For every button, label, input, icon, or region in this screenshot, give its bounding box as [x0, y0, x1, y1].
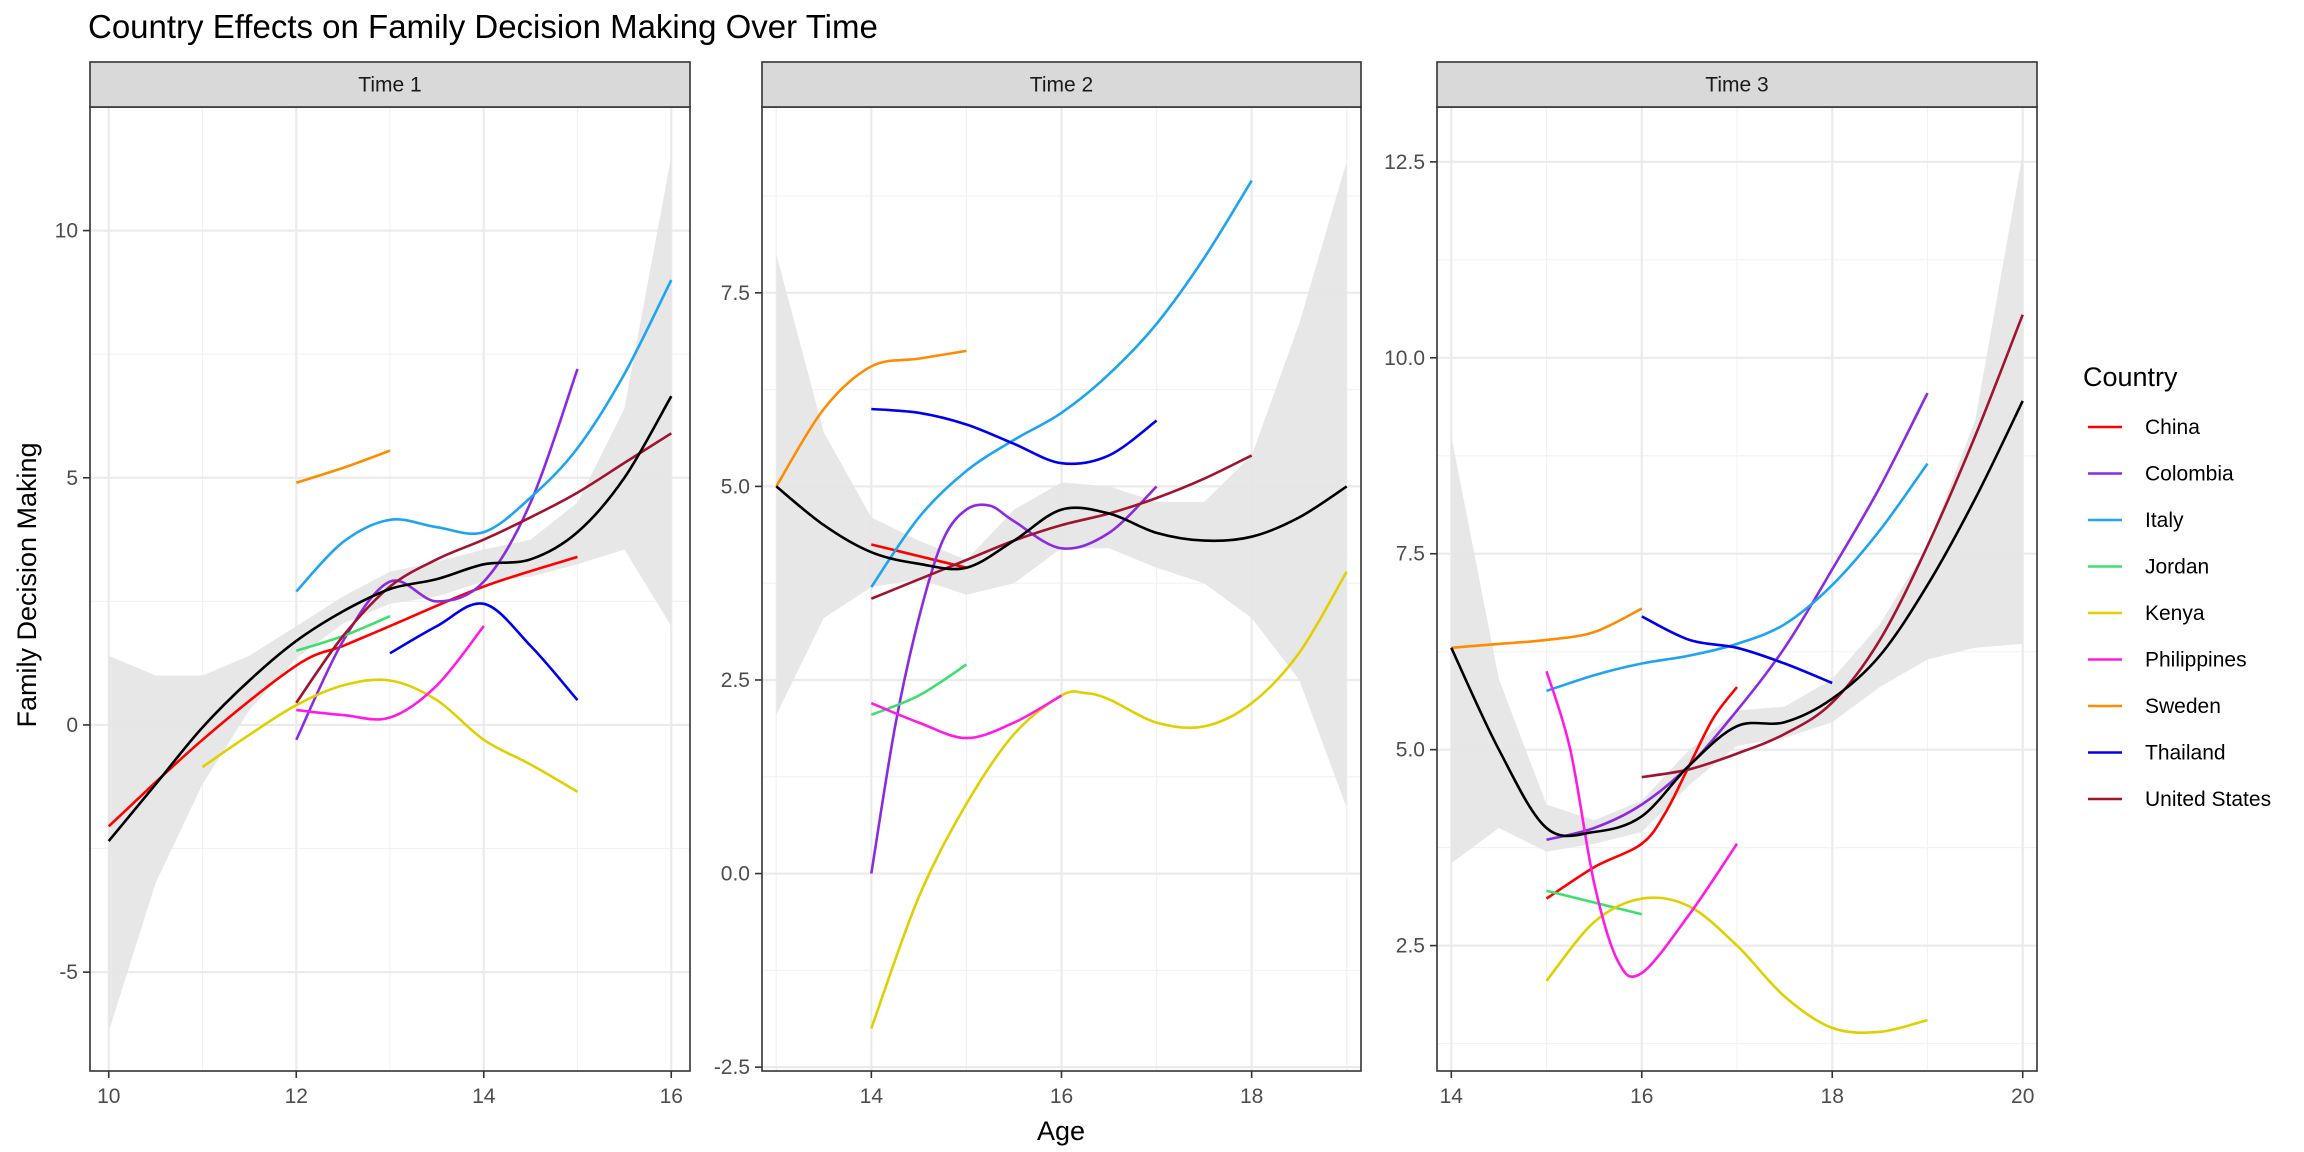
facet-strip	[761, 61, 1362, 108]
legend-item-jordan: Jordan	[2088, 556, 2209, 579]
facet-strip	[1436, 61, 2038, 108]
legend-label-colombia: Colombia	[2145, 463, 2234, 486]
series-line-jordan	[870, 663, 968, 717]
series-line-united-states	[1641, 314, 2024, 779]
panel-3: Time 3 14 16 18 20 2.5 5.0 7.5 10.0 12.5	[1384, 61, 2038, 1108]
series-line-thailand	[389, 602, 579, 702]
series-line-united-states	[870, 454, 1253, 600]
series-line-philippines	[870, 694, 1063, 740]
panel-1: Time 1 10 12 14 16 -5 0 5 10	[55, 61, 691, 1108]
x-tick-label: 14	[472, 1085, 496, 1108]
legend-item-sweden: Sweden	[2088, 695, 2221, 718]
legend-label-jordan: Jordan	[2145, 556, 2209, 579]
series-line-jordan	[1546, 889, 1643, 916]
y-tick-label: 7.5	[1396, 543, 1425, 566]
series-line-colombia	[295, 368, 579, 741]
series-line-thailand	[1641, 615, 1833, 685]
x-tick-label: 14	[860, 1085, 884, 1108]
y-tick-label: -5	[59, 961, 78, 984]
legend-title: Country	[2083, 362, 2178, 392]
chart-title: Country Effects on Family Decision Makin…	[88, 8, 878, 45]
y-tick-label: 5.0	[1396, 739, 1425, 762]
y-tick-label: 0	[66, 714, 78, 737]
series-line-kenya	[201, 678, 579, 793]
series-line-colombia	[870, 485, 1158, 874]
series-line-thailand	[871, 407, 1158, 466]
legend-item-china: China	[2088, 416, 2200, 439]
legend-label-united-states: United States	[2145, 788, 2271, 811]
x-axis-title: Age	[1037, 1116, 1085, 1146]
x-tick-label: 10	[97, 1085, 120, 1108]
y-tick-label: 0.0	[721, 863, 750, 886]
y-tick-label: 5.0	[721, 475, 750, 498]
facet-strip-label: Time 3	[1705, 74, 1768, 97]
panel-2: Time 2 14 16 18 -2.5 0.0 2.5 5.0 7.5	[714, 61, 1362, 1108]
series-line-sweden	[775, 349, 967, 488]
x-tick-label: 14	[1440, 1085, 1464, 1108]
legend: Country China Colombia Italy Jordan Kenya Phi…	[2083, 362, 2271, 811]
series-line-china	[1545, 686, 1739, 900]
x-tick-label: 16	[1630, 1085, 1653, 1108]
series-line-philippines	[1545, 670, 1739, 979]
legend-label-kenya: Kenya	[2145, 602, 2205, 625]
y-tick-label: 7.5	[721, 282, 750, 305]
legend-label-philippines: Philippines	[2145, 649, 2247, 672]
legend-item-thailand: Thailand	[2088, 742, 2226, 765]
series-line-italy	[1546, 462, 1929, 693]
series-line-italy	[295, 279, 673, 593]
series-line-kenya	[870, 570, 1348, 1029]
legend-label-china: China	[2145, 416, 2200, 439]
y-tick-label: -2.5	[714, 1056, 750, 1079]
x-tick-label: 18	[1821, 1085, 1844, 1108]
series-line-sweden	[1451, 607, 1643, 650]
y-tick-label: 2.5	[721, 669, 750, 692]
series-line-overall	[1450, 400, 2024, 838]
y-axis-title: Family Decision Making	[12, 442, 42, 727]
x-tick-label: 12	[285, 1085, 308, 1108]
series-line-overall	[775, 485, 1348, 571]
series-line-sweden	[295, 449, 391, 484]
y-tick-label: 10.0	[1384, 347, 1425, 370]
legend-item-colombia: Colombia	[2088, 463, 2234, 486]
legend-item-italy: Italy	[2088, 509, 2184, 532]
legend-label-italy: Italy	[2145, 509, 2184, 532]
confidence-band	[1451, 154, 2023, 864]
legend-label-thailand: Thailand	[2145, 742, 2226, 765]
facet-strip-label: Time 2	[1030, 74, 1093, 97]
series-line-overall	[107, 395, 673, 842]
facet-strip-label: Time 1	[358, 74, 421, 97]
legend-label-sweden: Sweden	[2145, 695, 2221, 718]
series-line-china	[107, 555, 578, 828]
x-tick-label: 20	[2011, 1085, 2034, 1108]
x-tick-label: 16	[660, 1085, 683, 1108]
y-tick-label: 2.5	[1396, 935, 1425, 958]
confidence-band	[776, 161, 1347, 808]
series-line-italy	[870, 179, 1253, 588]
series-line-united-states	[295, 432, 672, 704]
legend-item-united-states: United States	[2088, 788, 2271, 811]
legend-item-kenya: Kenya	[2088, 602, 2205, 625]
series-line-kenya	[1545, 896, 1928, 1034]
x-tick-label: 16	[1050, 1085, 1073, 1108]
y-tick-label: 10	[55, 220, 78, 243]
series-line-philippines	[296, 625, 485, 721]
x-tick-label: 18	[1240, 1085, 1263, 1108]
y-tick-label: 12.5	[1384, 151, 1425, 174]
series-line-colombia	[1546, 392, 1929, 842]
legend-item-philippines: Philippines	[2088, 649, 2247, 672]
confidence-band	[108, 156, 672, 1032]
y-tick-label: 5	[66, 467, 78, 490]
facet-strip	[89, 61, 691, 108]
